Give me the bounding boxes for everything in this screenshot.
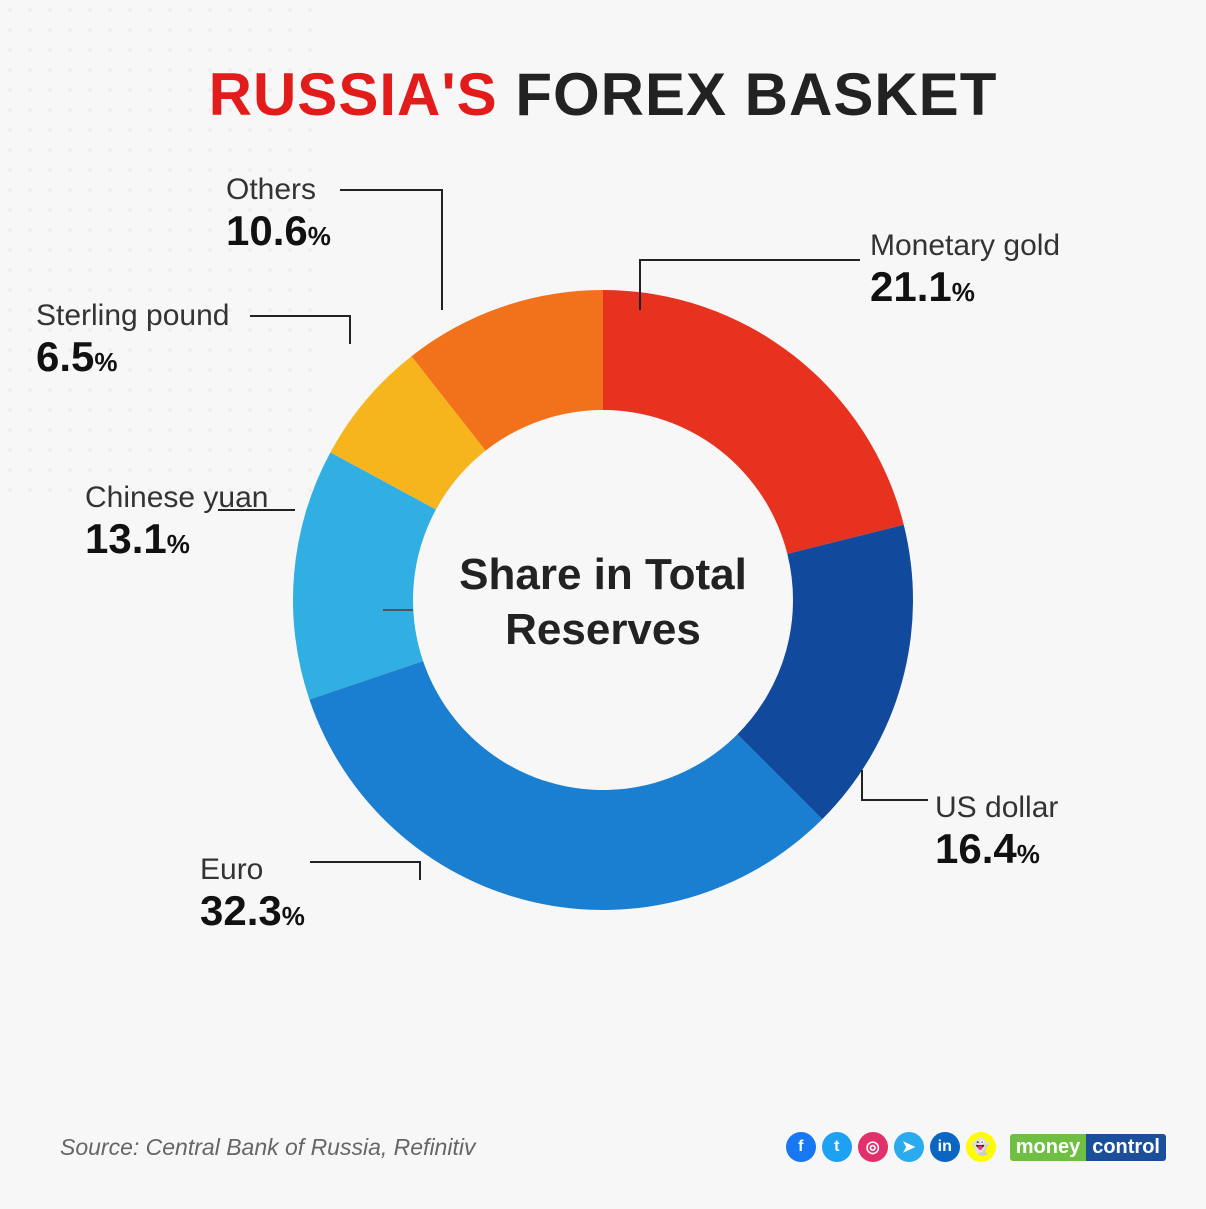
slice-name: Chinese yuan	[85, 480, 268, 516]
slice-name: Monetary gold	[870, 228, 1060, 264]
slice-name: Euro	[200, 852, 305, 888]
title-rest: FOREX BASKET	[515, 61, 997, 128]
chart-title: RUSSIA'S FOREX BASKET	[0, 60, 1206, 129]
facebook-icon[interactable]: f	[786, 1132, 816, 1162]
title-accent: RUSSIA'S	[209, 61, 498, 128]
slice-label: Euro32.3%	[200, 852, 305, 934]
slice-value: 21.1%	[870, 263, 975, 310]
leader-line	[340, 190, 442, 310]
slice-label: US dollar16.4%	[935, 790, 1058, 872]
slice-name: Sterling pound	[36, 298, 229, 334]
leader-line	[862, 770, 928, 800]
slice-label: Others10.6%	[226, 172, 331, 254]
donut-slice	[309, 661, 822, 910]
leader-line	[310, 862, 420, 880]
leader-line	[250, 316, 350, 344]
social-icons: ft◎➤in👻 moneycontrol	[786, 1132, 1166, 1162]
slice-name: Others	[226, 172, 331, 208]
snapchat-icon[interactable]: 👻	[966, 1132, 996, 1162]
linkedin-icon[interactable]: in	[930, 1132, 960, 1162]
slice-name: US dollar	[935, 790, 1058, 826]
slice-value: 13.1%	[85, 515, 190, 562]
donut-center-label: Share in Total Reserves	[453, 547, 753, 657]
slice-value: 10.6%	[226, 207, 331, 254]
slice-label: Monetary gold21.1%	[870, 228, 1060, 310]
source-text: Source: Central Bank of Russia, Refiniti…	[60, 1134, 475, 1161]
slice-value: 6.5%	[36, 333, 118, 380]
brand-badge[interactable]: moneycontrol	[1010, 1134, 1166, 1161]
slice-label: Sterling pound6.5%	[36, 298, 229, 380]
slice-value: 32.3%	[200, 887, 305, 934]
slice-value: 16.4%	[935, 825, 1040, 872]
instagram-icon[interactable]: ◎	[858, 1132, 888, 1162]
footer: Source: Central Bank of Russia, Refiniti…	[60, 1132, 1166, 1162]
brand-left: money	[1010, 1134, 1086, 1161]
telegram-icon[interactable]: ➤	[894, 1132, 924, 1162]
brand-right: control	[1086, 1134, 1166, 1161]
slice-label: Chinese yuan13.1%	[85, 480, 268, 562]
donut-slice	[603, 290, 904, 554]
twitter-icon[interactable]: t	[822, 1132, 852, 1162]
